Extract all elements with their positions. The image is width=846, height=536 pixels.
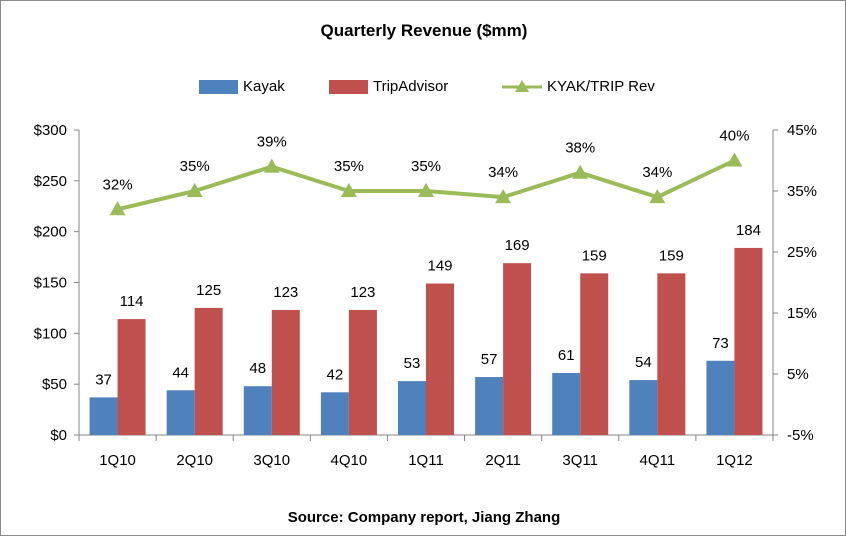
legend-swatch-tripadvisor	[329, 80, 368, 94]
bar-tripadvisor	[348, 309, 377, 435]
data-label-tripadvisor: 159	[582, 247, 607, 264]
data-label-ratio: 40%	[719, 128, 749, 145]
legend-swatch-ratio	[502, 80, 542, 92]
bar-kayak	[475, 377, 504, 435]
data-label-kayak: 42	[327, 366, 344, 383]
bar-kayak	[706, 360, 735, 435]
marker-ratio	[726, 152, 743, 167]
left-axis-tick-label: $200	[34, 224, 67, 241]
data-label-ratio: 35%	[180, 158, 210, 175]
data-label-kayak: 37	[95, 371, 112, 388]
source-note: Source: Company report, Jiang Zhang	[287, 509, 561, 526]
right-axis-tick-label: -5%	[787, 427, 814, 444]
x-axis-tick-label: 1Q10	[99, 452, 136, 469]
marker-ratio	[418, 183, 434, 197]
right-axis-tick-label: 5%	[787, 366, 809, 383]
marker-ratio	[263, 158, 280, 173]
bar-tripadvisor	[580, 273, 609, 435]
left-axis-tick-label: $300	[34, 122, 67, 139]
data-label-ratio: 38%	[565, 140, 595, 157]
x-axis-tick-label: 4Q11	[640, 452, 676, 469]
data-label-ratio: 35%	[411, 158, 441, 175]
marker-ratio	[649, 189, 666, 204]
legend-swatch-kayak	[199, 80, 238, 94]
bar-kayak	[243, 386, 272, 435]
right-axis-tick-label: 25%	[787, 244, 817, 261]
left-axis-tick-label: $250	[34, 173, 67, 190]
data-label-ratio: 35%	[334, 158, 364, 175]
legend-label-kayak: Kayak	[243, 78, 285, 95]
marker-ratio	[340, 183, 357, 197]
bar-kayak	[398, 381, 426, 435]
bar-kayak	[89, 397, 118, 435]
data-label-ratio: 34%	[488, 164, 518, 181]
bar-kayak	[320, 392, 349, 435]
x-axis-tick-label: 2Q11	[485, 452, 521, 469]
right-axis-tick-label: 45%	[787, 122, 817, 139]
x-axis-tick-label: 3Q11	[562, 452, 598, 469]
chart-title: Quarterly Revenue ($mm)	[320, 21, 528, 40]
marker-ratio	[572, 164, 589, 179]
bar-tripadvisor	[734, 247, 763, 435]
bar-tripadvisor	[657, 273, 686, 435]
bar-tripadvisor	[194, 307, 223, 435]
x-axis-tick-label: 1Q11	[408, 452, 444, 469]
data-label-ratio: 32%	[103, 176, 133, 193]
legend-label-ratio: KYAK/TRIP Rev	[547, 78, 655, 95]
data-label-kayak: 48	[249, 360, 266, 377]
data-label-kayak: 53	[404, 355, 421, 372]
bar-tripadvisor	[426, 283, 454, 435]
left-axis-tick-label: $100	[34, 325, 67, 342]
right-axis-tick-label: 35%	[787, 183, 817, 200]
bar-kayak	[629, 380, 658, 435]
data-label-tripadvisor: 159	[659, 247, 684, 264]
bar-kayak	[166, 390, 195, 435]
data-label-ratio: 39%	[257, 134, 287, 151]
data-label-ratio: 34%	[642, 164, 672, 181]
legend-label-tripadvisor: TripAdvisor	[373, 78, 449, 95]
x-axis-tick-label: 4Q10	[331, 452, 368, 469]
marker-ratio	[186, 183, 203, 197]
marker-ratio	[495, 189, 512, 204]
marker-ratio	[109, 201, 126, 216]
data-label-kayak: 61	[558, 347, 575, 364]
data-label-tripadvisor: 114	[120, 293, 144, 310]
right-axis-tick-label: 15%	[787, 305, 817, 322]
data-label-kayak: 73	[712, 335, 729, 352]
data-label-tripadvisor: 184	[736, 222, 761, 239]
data-label-tripadvisor: 169	[505, 237, 530, 254]
bar-tripadvisor	[117, 319, 146, 435]
data-label-tripadvisor: 123	[350, 284, 375, 301]
data-label-tripadvisor: 125	[196, 282, 221, 299]
x-axis-tick-label: 3Q10	[253, 452, 290, 469]
x-axis-tick-label: 2Q10	[176, 452, 213, 469]
bar-tripadvisor	[503, 263, 532, 435]
bar-kayak	[552, 372, 581, 435]
bar-tripadvisor	[271, 309, 300, 435]
left-axis-tick-label: $150	[34, 275, 67, 292]
legend: Kayak TripAdvisor KYAK/TRIP Rev	[1, 75, 845, 99]
data-label-kayak: 44	[172, 364, 189, 381]
left-axis-tick-label: $50	[42, 376, 67, 393]
x-axis-tick-label: 1Q12	[716, 452, 753, 469]
data-label-kayak: 57	[481, 351, 498, 368]
data-label-kayak: 54	[635, 354, 652, 371]
data-label-tripadvisor: 123	[273, 284, 298, 301]
left-axis-tick-label: $0	[50, 427, 67, 444]
data-label-tripadvisor: 149	[427, 258, 452, 275]
